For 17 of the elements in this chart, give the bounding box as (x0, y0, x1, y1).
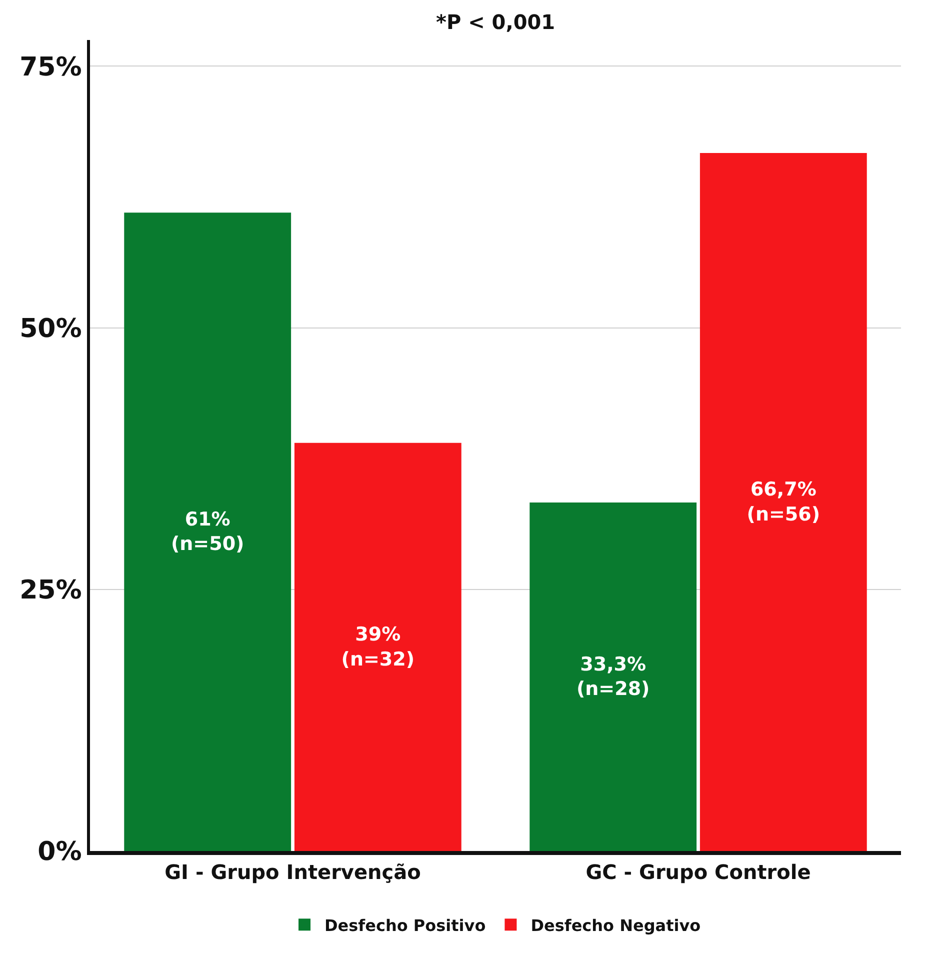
x-tick-label: GI - Grupo Intervenção (164, 860, 421, 884)
legend-label: Desfecho Positivo (324, 916, 486, 935)
data-label: 39% (n=32) (341, 624, 415, 670)
text: *P < 0,001 (436, 10, 556, 34)
bar (530, 502, 697, 851)
y-tick-label: 75% (20, 52, 82, 82)
y-tick-label: 25% (20, 575, 82, 606)
bar (294, 442, 462, 851)
y-tick-label: 0% (38, 837, 82, 868)
data-label: 61% (n=50) (170, 508, 244, 556)
data-label: 33,3% (n=28) (576, 653, 650, 700)
bar (124, 212, 292, 851)
legend-label: Desfecho Negativo (530, 916, 701, 935)
bar (700, 153, 867, 851)
y-tick-label: 50% (20, 314, 82, 344)
data-label: 66,7% (n=56) (746, 478, 820, 526)
x-tick-label: GC - Grupo Controle (586, 860, 811, 884)
